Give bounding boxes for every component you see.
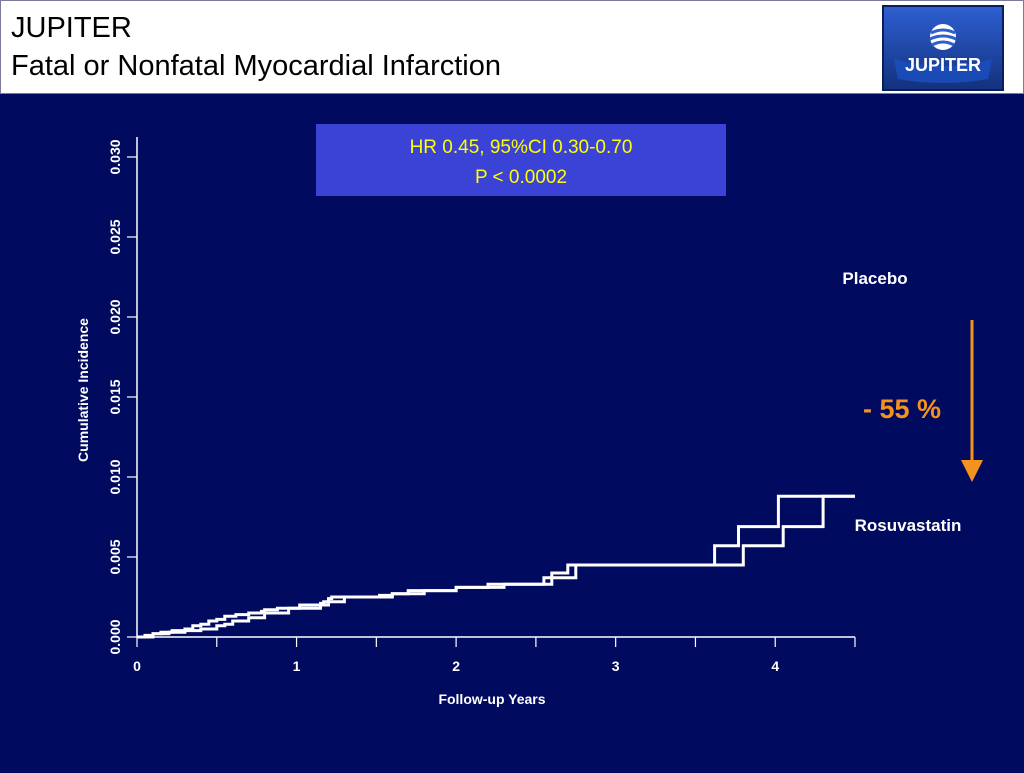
y-axis-label: Cumulative Incidence	[75, 318, 91, 462]
series-lines	[137, 494, 855, 639]
reduction-label: - 55 %	[863, 394, 941, 424]
x-axis-label: Follow-up Years	[438, 691, 545, 707]
x-tick-label: 0	[133, 658, 141, 674]
x-tick-label: 4	[771, 658, 779, 674]
logo-graphic: JUPITER	[884, 7, 1002, 89]
rosuvastatin-label: Rosuvastatin	[855, 516, 962, 535]
series-line-placebo	[137, 494, 855, 639]
p-value-text: P < 0.0002	[475, 167, 567, 188]
x-tick-label: 2	[452, 658, 460, 674]
logo-text: JUPITER	[905, 55, 981, 75]
chart-area: 0 1 2 3 4 0.000 0.005 0.010 0.015 0.020 0.025 0.030…	[0, 94, 1024, 768]
title-line-2: Fatal or Nonfatal Myocardial Infarction	[11, 50, 501, 82]
down-arrow-icon	[961, 460, 983, 482]
jupiter-logo: JUPITER	[882, 5, 1004, 91]
title-bar: JUPITER Fatal or Nonfatal Myocardial Inf…	[0, 0, 1024, 94]
y-tick-label: 0.010	[107, 459, 123, 494]
hazard-ratio-text: HR 0.45, 95%CI 0.30-0.70	[410, 137, 633, 158]
slide-title: JUPITER Fatal or Nonfatal Myocardial Inf…	[11, 9, 501, 85]
y-tick-label: 0.015	[107, 379, 123, 414]
placebo-label: Placebo	[842, 269, 907, 288]
axes: 0 1 2 3 4 0.000 0.005 0.010 0.015 0.020 0.025 0.030	[107, 137, 856, 674]
kaplan-meier-chart: 0 1 2 3 4 0.000 0.005 0.010 0.015 0.020 0.025 0.030…	[75, 124, 983, 707]
stats-box	[316, 124, 726, 196]
series-line-rosuvastatin	[137, 494, 855, 639]
y-tick-label: 0.020	[107, 299, 123, 334]
x-tick-label: 1	[293, 658, 301, 674]
y-tick-label: 0.005	[107, 539, 123, 574]
x-tick-label: 3	[612, 658, 620, 674]
title-line-1: JUPITER	[11, 12, 132, 44]
y-tick-label: 0.000	[107, 619, 123, 654]
y-tick-label: 0.025	[107, 219, 123, 254]
y-tick-label: 0.030	[107, 139, 123, 174]
